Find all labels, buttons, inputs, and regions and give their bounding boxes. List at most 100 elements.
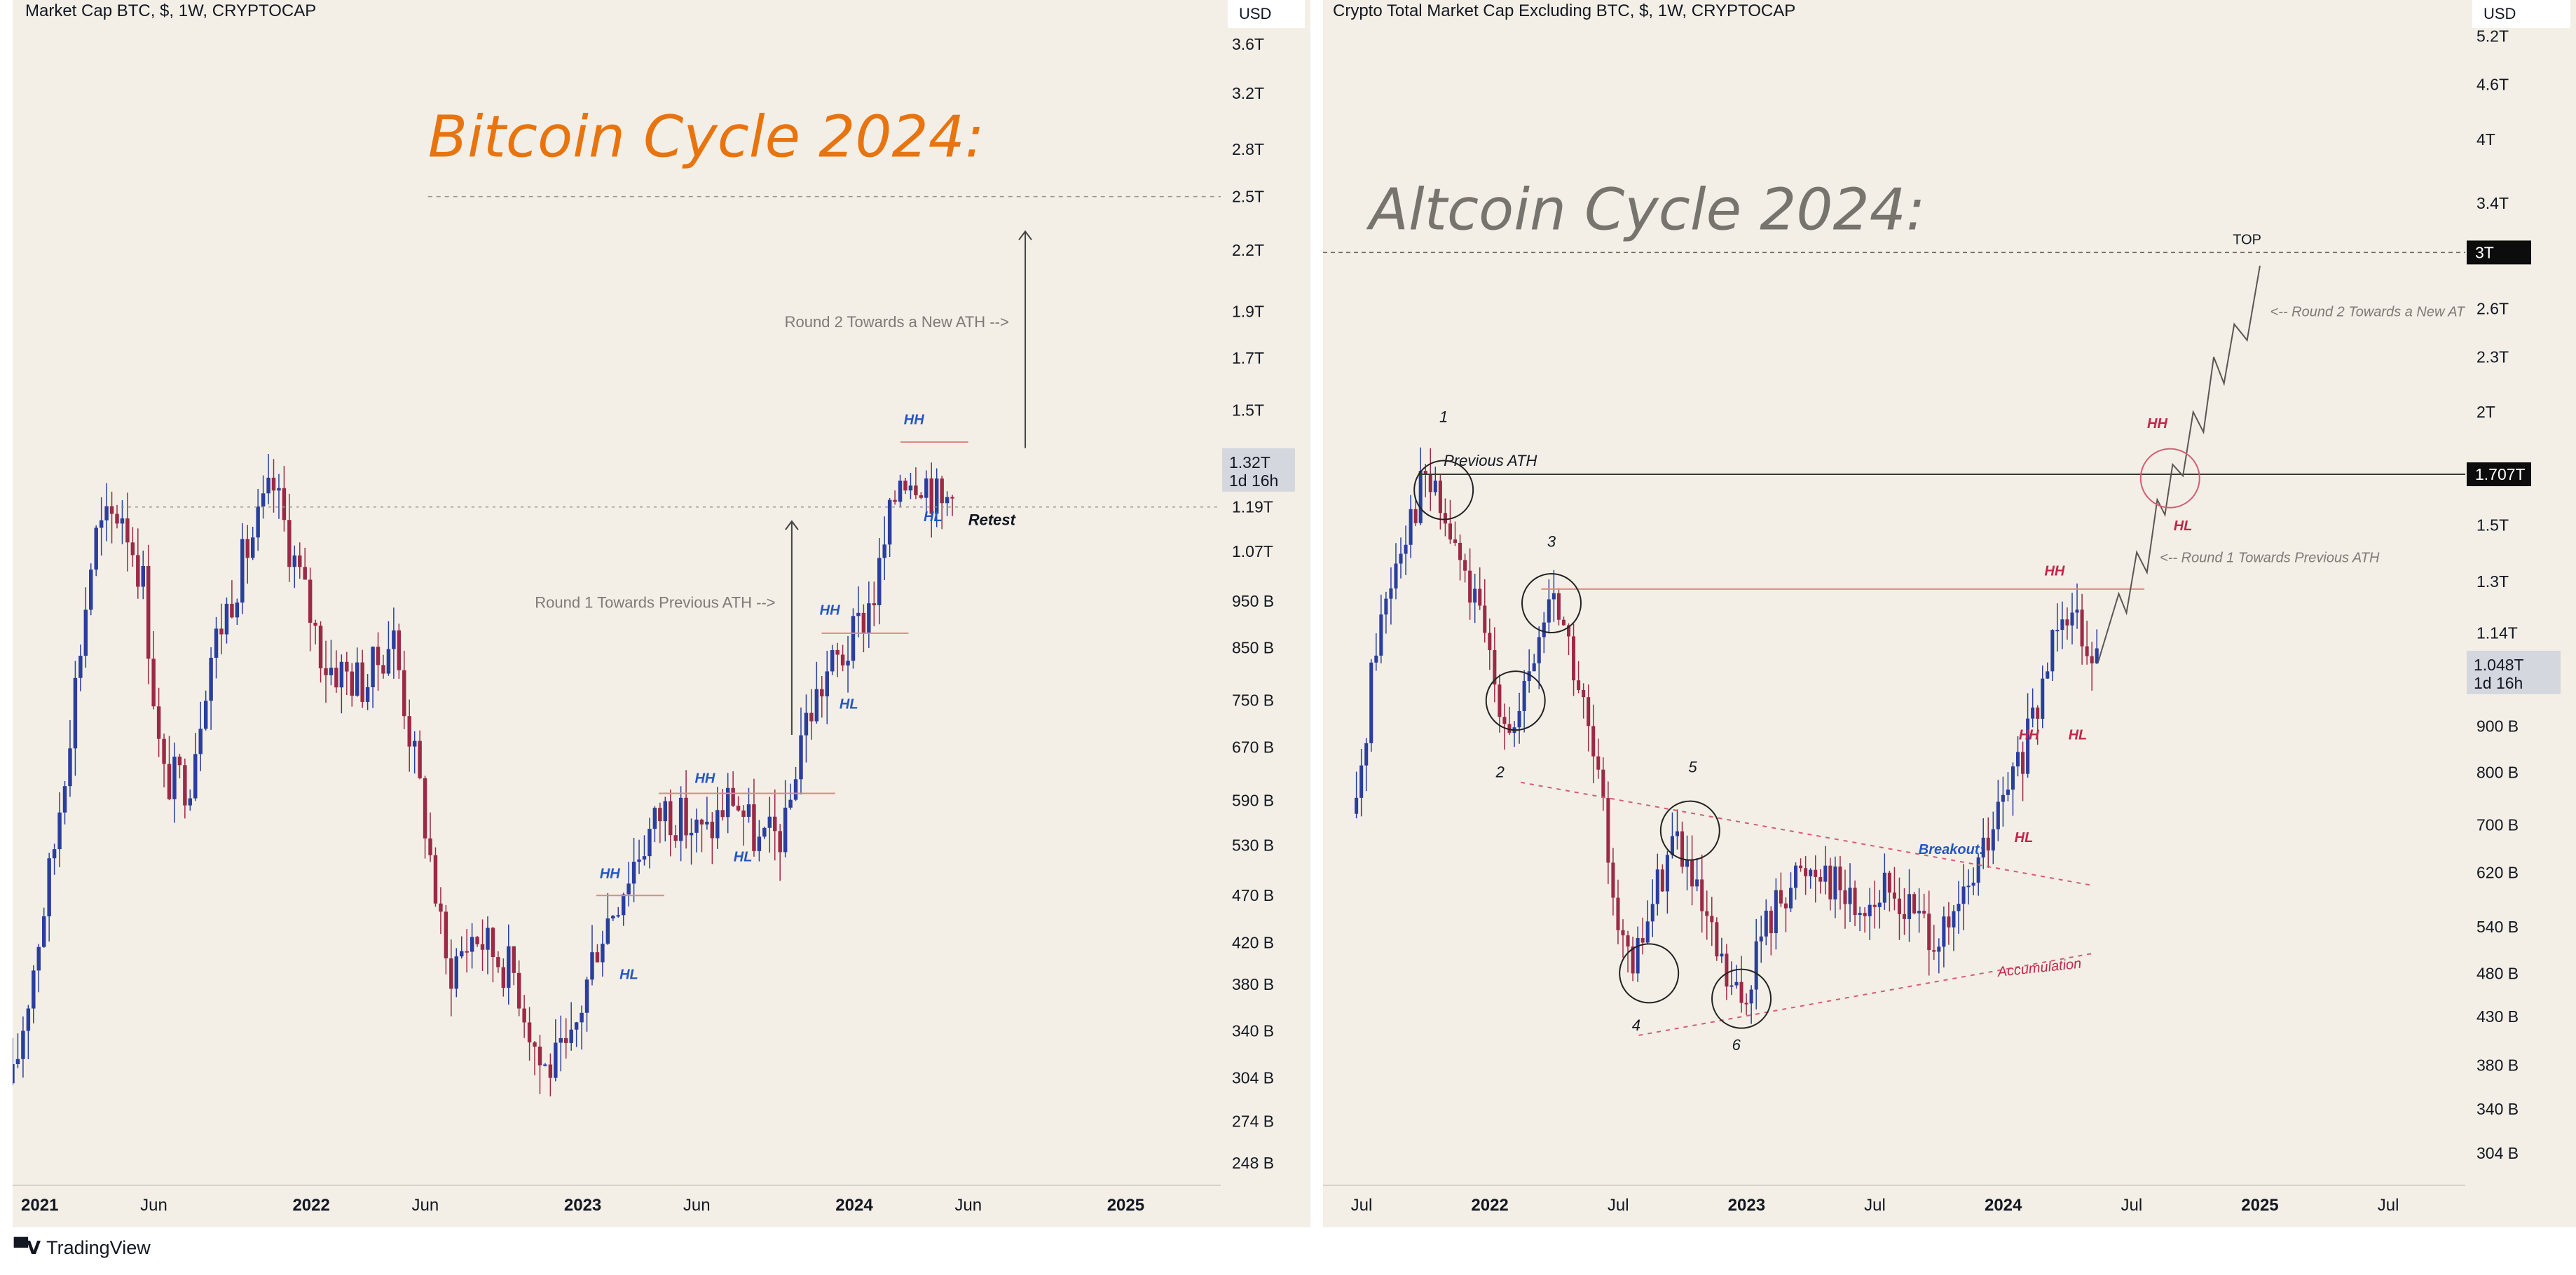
y-tick-label: 1.07T bbox=[1232, 542, 1273, 560]
candle-body bbox=[1912, 894, 1917, 914]
btc-price-axis-canvas[interactable]: 3.6T 3.2T 2.8T 2.5T 2.2T 1.9T 1.7T 1.5T 1.19T 1.0… bbox=[1221, 0, 1310, 1227]
candle-body bbox=[1532, 663, 1536, 672]
y-tick-label: 304 B bbox=[1232, 1068, 1274, 1087]
candle-body bbox=[1547, 599, 1551, 623]
altcoin-chart-panel[interactable]: Jul 2022 Jul 2023 Jul 2024 Jul 2025 Jul Altcoin C… bbox=[1323, 0, 2465, 1227]
candle-body bbox=[914, 485, 918, 495]
candle-body bbox=[1582, 689, 1586, 698]
candle-body bbox=[1739, 981, 1743, 1003]
candle-body bbox=[1942, 916, 1946, 947]
candle-body bbox=[2060, 619, 2064, 630]
candle-body bbox=[1922, 911, 1926, 914]
candle-body bbox=[2070, 612, 2074, 626]
candle-body bbox=[402, 670, 406, 717]
candle-body bbox=[2050, 630, 2055, 672]
candle-body bbox=[240, 539, 245, 603]
candle-body bbox=[663, 801, 668, 822]
candle-body bbox=[1907, 894, 1912, 919]
candle-body bbox=[1537, 637, 1541, 663]
candle-body bbox=[324, 668, 328, 675]
candle-body bbox=[1473, 588, 1477, 603]
candle-body bbox=[47, 858, 51, 917]
candle-body bbox=[814, 689, 819, 722]
candle-body bbox=[209, 657, 213, 701]
candle-body bbox=[731, 787, 735, 806]
x-tick-label: 2021 bbox=[21, 1196, 58, 1215]
candle-body bbox=[115, 514, 119, 524]
altcoin-currency-label[interactable]: USD bbox=[2472, 0, 2570, 28]
candle-body bbox=[486, 928, 490, 950]
candle-body bbox=[412, 740, 417, 747]
candle-body bbox=[595, 952, 600, 963]
candle-body bbox=[1848, 888, 1852, 904]
candle-body bbox=[1616, 897, 1620, 930]
candle-body bbox=[2026, 718, 2030, 774]
current-price-label: 1.32T bbox=[1229, 453, 1270, 471]
y-tick-label: 700 B bbox=[2476, 816, 2519, 834]
candle-body bbox=[950, 497, 954, 499]
footer-bar: ▀V TradingView bbox=[0, 1227, 2576, 1275]
y-tick-label: 540 B bbox=[2476, 918, 2519, 936]
btc-price-axis[interactable]: 3.6T 3.2T 2.8T 2.5T 2.2T 1.9T 1.7T 1.5T 1.19T 1.0… bbox=[1221, 0, 1310, 1227]
candle-body bbox=[741, 810, 746, 817]
wave-circle bbox=[1711, 968, 1772, 1029]
candle-body bbox=[1413, 509, 1418, 523]
y-tick-label: 1.19T bbox=[1232, 498, 1273, 516]
candle-body bbox=[580, 1012, 584, 1023]
candle-body bbox=[903, 481, 907, 491]
bitcoin-cycle-title: Bitcoin Cycle 2024: bbox=[428, 104, 985, 171]
candle-body bbox=[788, 799, 793, 808]
candle-body bbox=[689, 832, 694, 836]
altcoin-price-axis[interactable]: 5.2T 4.6T 4T 3.4T 2.6T 2.3T 2T 1.5T 1.3T 1.14T 900… bbox=[2465, 0, 2576, 1227]
y-tick-label: 1.7T bbox=[1232, 349, 1264, 367]
candle-body bbox=[392, 630, 396, 649]
candle-body bbox=[699, 819, 704, 825]
y-tick-label: 248 B bbox=[1232, 1154, 1274, 1172]
hh-label: HH bbox=[600, 866, 620, 881]
candle-body bbox=[929, 478, 933, 514]
altcoin-price-axis-canvas[interactable]: 5.2T 4.6T 4T 3.4T 2.6T 2.3T 2T 1.5T 1.3T 1.14T 900… bbox=[2465, 0, 2576, 1227]
altcoin-chart-canvas[interactable]: Jul 2022 Jul 2023 Jul 2024 Jul 2025 Jul Altcoin C… bbox=[1323, 0, 2465, 1227]
candle-body bbox=[1418, 471, 1423, 523]
candle-body bbox=[313, 622, 317, 626]
panel-separator[interactable] bbox=[1312, 0, 1317, 1227]
candle-body bbox=[1443, 513, 1447, 524]
candle-body bbox=[2080, 609, 2084, 647]
candle-body bbox=[1587, 697, 1591, 726]
hl-label: HL bbox=[924, 509, 943, 525]
candle-body bbox=[2085, 646, 2089, 656]
candle-body bbox=[673, 835, 678, 841]
candle-body bbox=[537, 1046, 542, 1066]
candle-body bbox=[621, 894, 626, 916]
btc-currency-label[interactable]: USD bbox=[1228, 0, 1305, 28]
round2-label: <-- Round 2 Towards a New ATH bbox=[2270, 305, 2465, 320]
candle-body bbox=[611, 916, 615, 918]
tradingview-logo[interactable]: ▀V TradingView bbox=[14, 1237, 151, 1259]
candle-body bbox=[2090, 656, 2094, 663]
tradingview-logo-text: TradingView bbox=[46, 1237, 151, 1258]
candle-body bbox=[141, 566, 145, 587]
btc-chart-panel[interactable]: 2021 Jun 2022 Jun 2023 Jun 2024 Jun 2025 Bitcoin … bbox=[13, 0, 1221, 1227]
btc-chart-title: Market Cap BTC, $, 1W, CRYPTOCAP bbox=[25, 1, 317, 20]
candle-body bbox=[219, 628, 224, 635]
candle-body bbox=[1685, 860, 1690, 867]
hl-label: HL bbox=[619, 967, 638, 982]
hl-label: HL bbox=[2015, 830, 2034, 846]
candle-body bbox=[1705, 911, 1709, 916]
candle-body bbox=[94, 528, 98, 570]
candle-body bbox=[1359, 765, 1364, 798]
candle-body bbox=[1577, 680, 1581, 690]
candle-body bbox=[564, 1038, 568, 1043]
candle-body bbox=[62, 786, 67, 813]
y-tick-label: 304 B bbox=[2476, 1144, 2519, 1162]
candle-body bbox=[1463, 560, 1467, 571]
candle-body bbox=[1749, 989, 1753, 1004]
btc-chart-canvas[interactable]: 2021 Jun 2022 Jun 2023 Jun 2024 Jun 2025 Bitcoin … bbox=[13, 0, 1221, 1227]
candle-body bbox=[1744, 1002, 1748, 1005]
y-tick-label: 530 B bbox=[1232, 836, 1274, 855]
candle-body bbox=[2021, 752, 2025, 774]
wave-circle bbox=[1485, 670, 1546, 731]
candle-body bbox=[146, 566, 151, 659]
y-tick-label: 4.6T bbox=[2476, 75, 2509, 93]
level-marker bbox=[2467, 240, 2531, 265]
